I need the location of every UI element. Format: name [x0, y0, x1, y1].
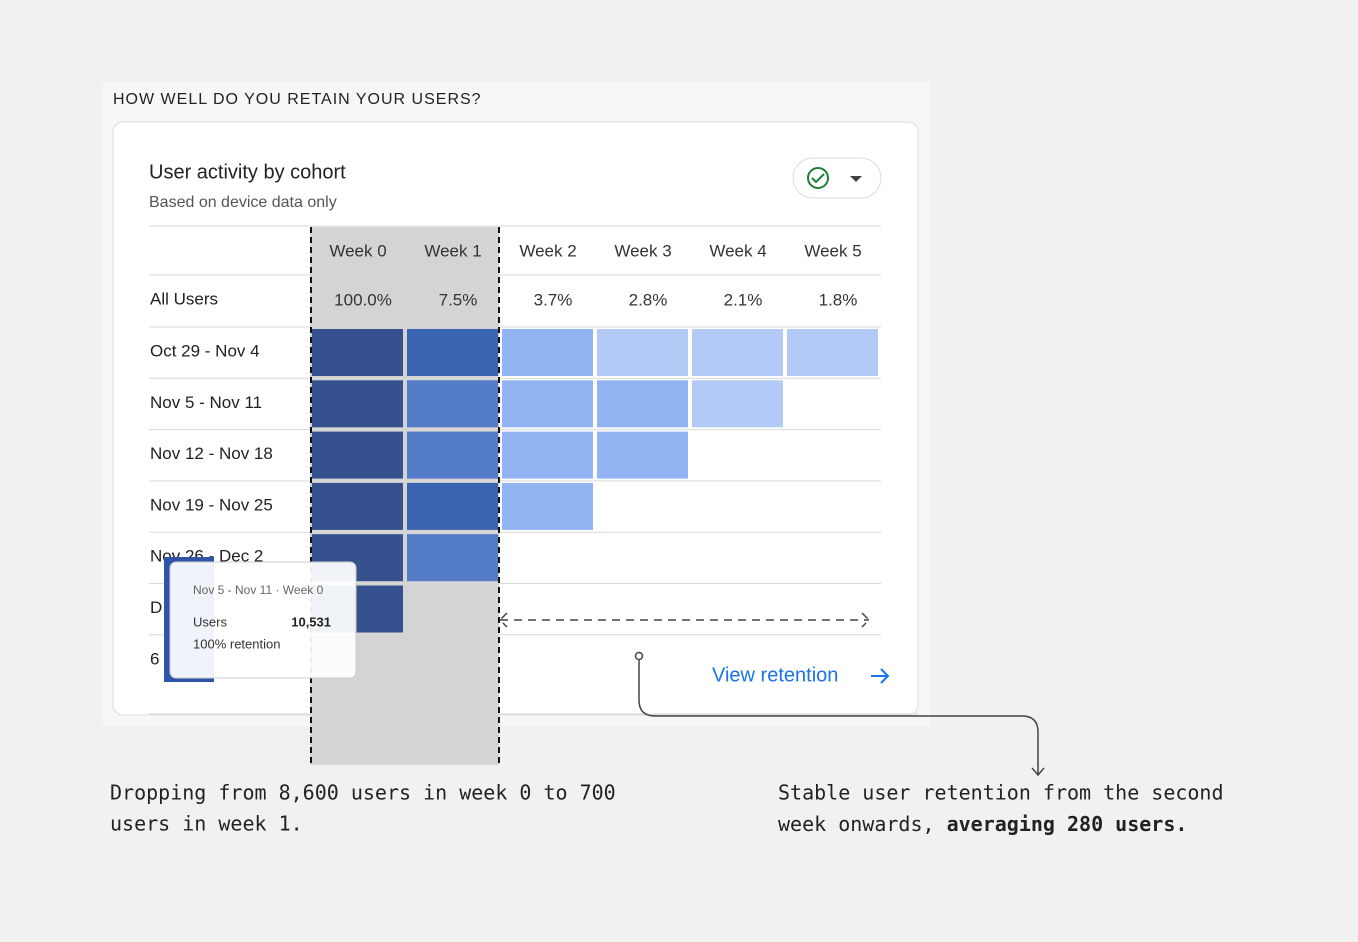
cohort-cell [312, 380, 403, 428]
column-header: Week 1 [424, 241, 481, 260]
row-label: Nov 12 - Nov 18 [150, 444, 273, 463]
cohort-cell [502, 380, 593, 428]
summary-value: 2.1% [724, 290, 763, 309]
cohort-cell [502, 329, 593, 376]
cohort-cell [312, 431, 403, 479]
annotation-left: Dropping from 8,600 users in week 0 to 7… [110, 781, 616, 805]
connector [638, 660, 1045, 777]
cohort-cell [312, 482, 403, 530]
summary-label: All Users [150, 289, 218, 308]
annotation-bold: averaging 280 users. [947, 812, 1188, 836]
section-title: HOW WELL DO YOU RETAIN YOUR USERS? [113, 91, 482, 108]
summary-value: 2.8% [629, 290, 668, 309]
summary-value: 7.5% [439, 290, 478, 309]
link-arrow [871, 668, 890, 684]
row-label: 6 [150, 649, 159, 668]
connector-dot [634, 651, 644, 661]
row-label: Oct 29 - Nov 4 [150, 341, 260, 360]
cohort-cell [597, 329, 688, 376]
cohort-cell [787, 329, 878, 376]
annotation-left: users in week 1. [110, 812, 303, 836]
tooltip-value: 10,531 [291, 614, 331, 629]
range-arrow [498, 612, 871, 628]
cohort-cell [597, 380, 688, 428]
annotation-text: week onwards, [778, 812, 947, 836]
column-header: Week 0 [329, 241, 386, 260]
tooltip-metric: Users [193, 614, 227, 629]
cohort-cell [407, 482, 498, 530]
summary-value: 3.7% [534, 290, 573, 309]
column-header: Week 4 [709, 241, 766, 260]
cohort-cell [407, 431, 498, 479]
dropdown-button[interactable] [792, 157, 882, 199]
cohort-cell [407, 329, 498, 376]
annotation-right: Stable user retention from the second [778, 781, 1224, 805]
cohort-cell [502, 431, 593, 479]
annotation-right: week onwards, averaging 280 users. [778, 812, 1187, 836]
cohort-cell [502, 482, 593, 530]
cohort-cell [692, 329, 783, 376]
row-label: Nov 19 - Nov 25 [150, 495, 273, 514]
cohort-cell [597, 431, 688, 479]
cohort-cell [312, 329, 403, 376]
card-subtitle: Based on device data only [149, 194, 337, 211]
row-label: Nov 5 - Nov 11 [150, 393, 262, 412]
link-text: View retention [712, 664, 838, 686]
cohort-cell [407, 534, 498, 582]
column-header: Week 5 [804, 241, 861, 260]
cohort-cell [407, 380, 498, 428]
summary-value: 1.8% [819, 290, 858, 309]
tooltip [169, 561, 357, 679]
view-retention-link[interactable]: View retention [712, 664, 890, 686]
summary-value: 100.0% [334, 290, 392, 309]
column-header: Week 2 [519, 241, 576, 260]
column-header: Week 3 [614, 241, 671, 260]
card-title: User activity by cohort [149, 161, 346, 183]
cohort-cell [692, 380, 783, 428]
tooltip-note: 100% retention [193, 636, 280, 651]
tooltip-title: Nov 5 - Nov 11 · Week 0 [193, 583, 324, 597]
row-label: D [150, 598, 162, 617]
